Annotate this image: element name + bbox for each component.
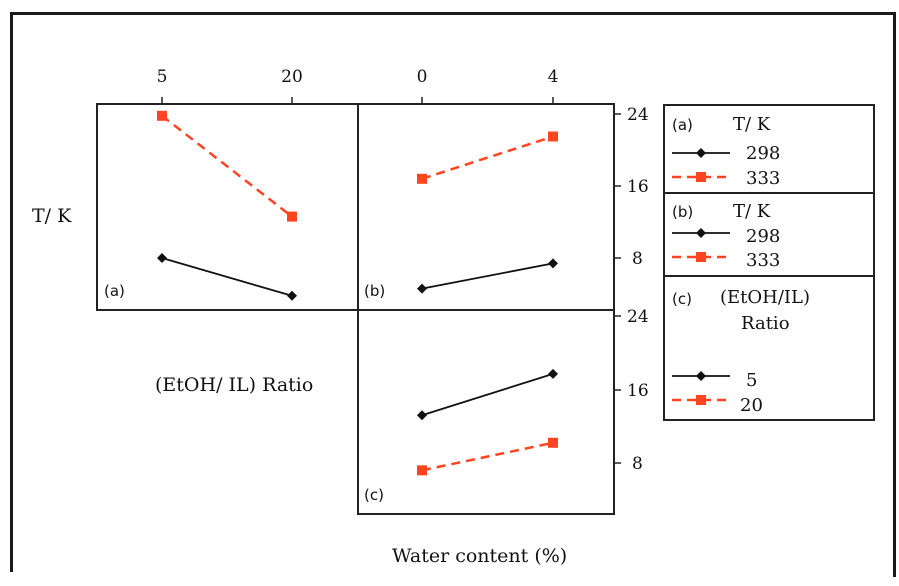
right-tick-l-24: 24 bbox=[627, 307, 649, 327]
panel-a-tag: (a) bbox=[104, 282, 125, 300]
ratio-label: (EtOH/ IL) Ratio bbox=[155, 374, 313, 396]
right-tick-l-8: 8 bbox=[632, 454, 643, 474]
point-1-0-1 bbox=[548, 258, 558, 269]
legend-marker-2 bbox=[696, 228, 706, 238]
right-tick-u-24: 24 bbox=[627, 105, 649, 125]
legend-b-entry-0: 298 bbox=[746, 226, 780, 247]
y-axis-label: T/ K bbox=[32, 205, 72, 227]
right-tick-l-16: 16 bbox=[627, 381, 649, 401]
point-2-1-1 bbox=[548, 437, 558, 448]
point-0-0-1 bbox=[287, 290, 297, 301]
legend-marker-1 bbox=[696, 172, 706, 182]
series-line-2-1 bbox=[421, 441, 554, 472]
point-2-1-0 bbox=[417, 465, 427, 476]
legend-c-title-line2: Ratio bbox=[741, 313, 790, 334]
legend-swatches bbox=[672, 148, 730, 405]
legend-marker-5 bbox=[696, 395, 706, 405]
point-2-0-1 bbox=[548, 368, 558, 379]
top-tick-a-1: 20 bbox=[281, 67, 303, 87]
legend-a-tag: (a) bbox=[672, 116, 693, 134]
point-1-1-0 bbox=[417, 173, 427, 184]
series-line-1-1 bbox=[421, 135, 554, 180]
panel-c-tag: (c) bbox=[364, 486, 384, 504]
point-0-1-0 bbox=[157, 110, 167, 121]
legend-c-title-line1: (EtOH/IL) bbox=[720, 287, 810, 308]
legend-c-entry-0: 5 bbox=[746, 370, 757, 391]
right-tick-u-16: 16 bbox=[627, 177, 649, 197]
right-tick-u-8: 8 bbox=[632, 249, 643, 269]
top-tick-b-1: 4 bbox=[548, 67, 559, 87]
legend-b-title: T/ K bbox=[733, 201, 771, 222]
series-line-0-1 bbox=[161, 114, 293, 218]
panel-c-frame bbox=[357, 309, 615, 515]
legend-marker-4 bbox=[696, 371, 706, 381]
point-2-0-0 bbox=[417, 410, 427, 421]
legend-box bbox=[663, 104, 875, 421]
legend-a-entry-1: 333 bbox=[746, 168, 780, 189]
frame-right-border bbox=[893, 12, 896, 577]
legend-a-title: T/ K bbox=[733, 114, 771, 135]
point-0-1-1 bbox=[287, 211, 297, 222]
data-marks bbox=[157, 110, 558, 476]
panel-b-frame bbox=[357, 103, 615, 311]
series-line-2-0 bbox=[421, 373, 554, 417]
legend-a-entry-0: 298 bbox=[746, 143, 780, 164]
legend-b-entry-1: 333 bbox=[746, 250, 780, 271]
x-axis-label: Water content (%) bbox=[392, 545, 567, 567]
legend-marker-3 bbox=[696, 252, 706, 262]
point-1-1-1 bbox=[548, 131, 558, 142]
frame-top-border bbox=[10, 12, 896, 15]
point-0-0-0 bbox=[157, 253, 167, 263]
top-tick-a-0: 5 bbox=[157, 67, 168, 87]
series-line-1-0 bbox=[421, 262, 554, 290]
point-1-0-0 bbox=[417, 283, 427, 294]
legend-c-entry-1: 20 bbox=[740, 395, 763, 416]
series-line-0-0 bbox=[161, 257, 293, 297]
panel-b-tag: (b) bbox=[364, 282, 385, 300]
legend-c-tag: (c) bbox=[672, 290, 692, 308]
panel-a-frame bbox=[96, 103, 359, 311]
top-tick-b-0: 0 bbox=[417, 67, 428, 87]
frame-left-border bbox=[10, 12, 13, 572]
legend-marker-0 bbox=[696, 148, 706, 158]
legend-b-tag: (b) bbox=[672, 203, 693, 221]
